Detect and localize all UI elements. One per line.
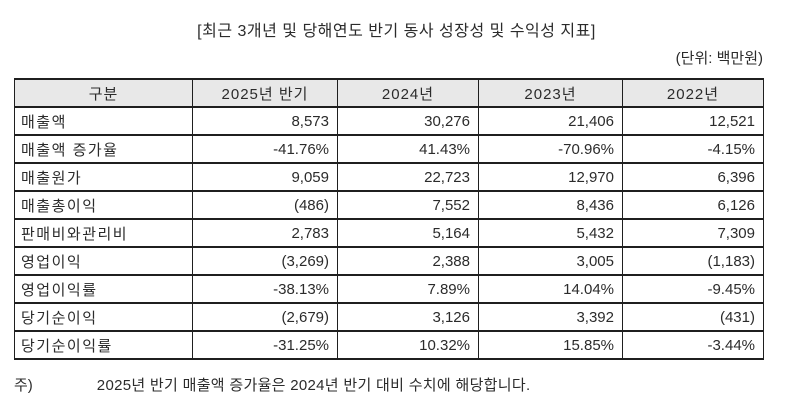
cell-value: 7.89%	[337, 274, 479, 304]
cell-value: -9.45%	[622, 274, 764, 304]
cell-value: 3,126	[337, 302, 479, 332]
cell-value: 12,521	[622, 106, 764, 136]
cell-value: -31.25%	[192, 330, 338, 360]
row-label: 당기순이익률	[14, 330, 193, 360]
cell-value: -3.44%	[622, 330, 764, 360]
cell-value: 8,436	[478, 190, 623, 220]
table-row: 판매비와관리비 2,783 5,164 5,432 7,309	[14, 218, 764, 248]
table-header: 구분 2025년 반기 2024년 2023년 2022년	[14, 78, 764, 108]
row-label: 매출총이익	[14, 190, 193, 220]
column-header: 2024년	[337, 78, 479, 108]
cell-value: 14.04%	[478, 274, 623, 304]
cell-value: 22,723	[337, 162, 479, 192]
cell-value: 5,432	[478, 218, 623, 248]
table-row: 매출원가 9,059 22,723 12,970 6,396	[14, 162, 764, 192]
cell-value: 30,276	[337, 106, 479, 136]
cell-value: 2,783	[192, 218, 338, 248]
cell-value: 5,164	[337, 218, 479, 248]
column-header: 2025년 반기	[192, 78, 338, 108]
column-header: 2022년	[622, 78, 764, 108]
column-header: 구분	[14, 78, 193, 108]
cell-value: -41.76%	[192, 134, 338, 164]
cell-value: 41.43%	[337, 134, 479, 164]
column-header: 2023년	[478, 78, 623, 108]
table-row: 영업이익률 -38.13% 7.89% 14.04% -9.45%	[14, 274, 764, 304]
row-label: 매출원가	[14, 162, 193, 192]
table-row: 매출액 증가율 -41.76% 41.43% -70.96% -4.15%	[14, 134, 764, 164]
table-row: 매출액 8,573 30,276 21,406 12,521	[14, 106, 764, 136]
row-label: 영업이익	[14, 246, 193, 276]
row-label: 매출액	[14, 106, 193, 136]
cell-value: 21,406	[478, 106, 623, 136]
unit-label: (단위: 백만원)	[675, 50, 763, 67]
cell-value: 7,552	[337, 190, 479, 220]
cell-value: (431)	[622, 302, 764, 332]
cell-value: (3,269)	[192, 246, 338, 276]
cell-value: 8,573	[192, 106, 338, 136]
cell-value: -38.13%	[192, 274, 338, 304]
footnote-text: 2025년 반기 매출액 증가율은 2024년 반기 대비 수치에 해당합니다.	[96, 377, 531, 394]
cell-value: 12,970	[478, 162, 623, 192]
cell-value: 3,392	[478, 302, 623, 332]
table-row: 매출총이익 (486) 7,552 8,436 6,126	[14, 190, 764, 220]
table-header-row: 구분 2025년 반기 2024년 2023년 2022년	[14, 78, 764, 108]
cell-value: 3,005	[478, 246, 623, 276]
cell-value: 7,309	[622, 218, 764, 248]
cell-value: (2,679)	[192, 302, 338, 332]
table-row: 당기순이익 (2,679) 3,126 3,392 (431)	[14, 302, 764, 332]
cell-value: 2,388	[337, 246, 479, 276]
row-label: 당기순이익	[14, 302, 193, 332]
table-row: 당기순이익률 -31.25% 10.32% 15.85% -3.44%	[14, 330, 764, 360]
cell-value: (486)	[192, 190, 338, 220]
cell-value: 9,059	[192, 162, 338, 192]
row-label: 영업이익률	[14, 274, 193, 304]
cell-value: 10.32%	[337, 330, 479, 360]
cell-value: 6,126	[622, 190, 764, 220]
footnote: 주) 2025년 반기 매출액 증가율은 2024년 반기 대비 수치에 해당합니…	[14, 374, 530, 395]
table-body: 매출액 8,573 30,276 21,406 12,521 매출액 증가율 -41.76%…	[14, 106, 764, 360]
page-title: [최근 3개년 및 당해연도 반기 동사 성장성 및 수익성 지표]	[197, 23, 596, 40]
cell-value: -70.96%	[478, 134, 623, 164]
table-row: 영업이익 (3,269) 2,388 3,005 (1,183)	[14, 246, 764, 276]
cell-value: -4.15%	[622, 134, 764, 164]
cell-value: 6,396	[622, 162, 764, 192]
row-label: 판매비와관리비	[14, 218, 193, 248]
row-label: 매출액 증가율	[14, 134, 193, 164]
financial-indicators-table: 구분 2025년 반기 2024년 2023년 2022년 매출액 8,573 30,276…	[14, 78, 764, 360]
footnote-marker: 주)	[14, 377, 33, 394]
cell-value: (1,183)	[622, 246, 764, 276]
cell-value: 15.85%	[478, 330, 623, 360]
